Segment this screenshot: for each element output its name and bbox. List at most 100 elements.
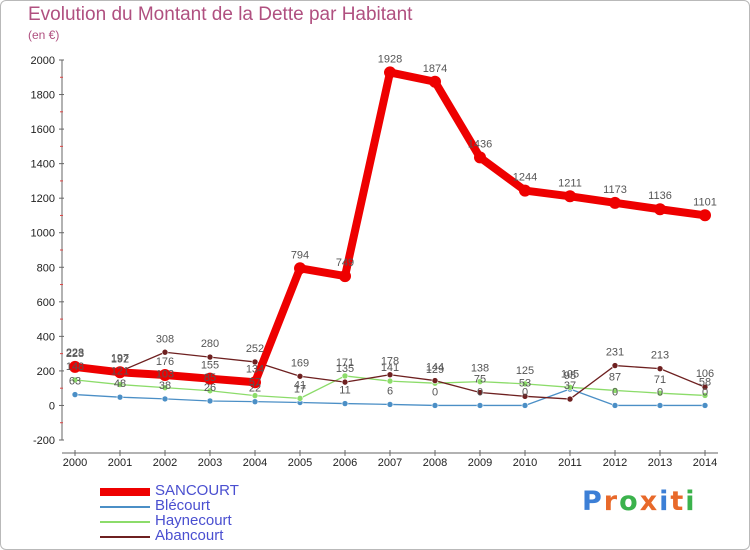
data-label-sancourt: 1436	[468, 138, 492, 150]
data-point-haynecourt	[701, 392, 709, 399]
logo-letter: o	[619, 486, 640, 517]
data-label-blécourt: 0	[657, 386, 663, 398]
data-label-abancourt: 75	[474, 374, 486, 386]
logo-letter: i	[685, 486, 697, 517]
data-label-haynecourt: 121	[111, 366, 129, 378]
y-tick-label: 800	[37, 262, 55, 274]
data-label-haynecourt: 171	[336, 357, 354, 369]
legend-swatch-sancourt	[100, 488, 150, 496]
y-tick-label: 1800	[31, 90, 55, 102]
data-label-haynecourt: 41	[294, 379, 306, 391]
x-tick-label: 2003	[198, 457, 222, 469]
logo-letter: x	[639, 486, 660, 517]
y-tick-label: -200	[33, 435, 55, 447]
data-point-blécourt	[341, 400, 349, 407]
data-point-blécourt	[476, 402, 484, 409]
data-label-blécourt: 17	[294, 384, 306, 396]
data-point-sancourt	[159, 369, 171, 382]
legend-label-abancourt: Abancourt	[155, 527, 224, 544]
data-point-haynecourt	[161, 384, 169, 391]
data-point-blécourt	[611, 402, 619, 409]
x-tick-label: 2006	[333, 457, 357, 469]
data-label-abancourt: 53	[519, 377, 531, 389]
x-tick-label: 2009	[468, 457, 492, 469]
data-label-sancourt: 1928	[378, 53, 402, 65]
data-label-blécourt: 48	[114, 378, 126, 390]
data-label-blécourt: 0	[477, 386, 483, 398]
data-label-sancourt: 1101	[693, 196, 717, 208]
data-point-haynecourt	[116, 381, 124, 388]
y-tick-label: 0	[49, 400, 55, 412]
data-label-abancourt: 252	[246, 343, 264, 355]
data-point-abancourt	[206, 353, 214, 361]
data-label-blécourt: 6	[387, 385, 393, 397]
data-point-blécourt	[206, 397, 214, 405]
data-point-abancourt	[521, 392, 529, 400]
data-label-abancourt: 308	[156, 333, 174, 345]
data-point-sancourt	[114, 366, 126, 379]
data-point-abancourt	[431, 377, 439, 384]
legend-swatch-blecourt	[100, 506, 150, 508]
data-label-sancourt: 794	[291, 249, 309, 261]
data-point-sancourt	[294, 262, 306, 275]
data-point-blécourt	[431, 402, 439, 409]
data-point-haynecourt	[611, 387, 619, 394]
data-label-sancourt: 192	[111, 353, 129, 365]
y-tick-label: 1600	[31, 124, 55, 136]
data-point-abancourt	[296, 372, 304, 380]
data-point-abancourt	[611, 362, 619, 369]
data-label-blécourt: 22	[249, 383, 261, 395]
data-label-haynecourt: 105	[561, 368, 579, 380]
data-label-blécourt: 0	[432, 386, 438, 398]
x-tick-label: 2013	[648, 457, 672, 469]
data-point-sancourt	[519, 184, 531, 197]
data-label-abancourt: 280	[201, 338, 219, 350]
data-label-blécourt: 0	[612, 386, 618, 398]
legend-swatch-haynecourt	[100, 521, 150, 523]
data-point-haynecourt	[656, 389, 664, 397]
data-point-sancourt	[384, 66, 396, 79]
data-label-abancourt: 37	[564, 380, 576, 392]
legend-label-haynecourt: Haynecourt	[155, 512, 232, 529]
data-point-blécourt	[71, 391, 79, 398]
chart-unit-label: (en €)	[28, 28, 60, 42]
data-label-blécourt: 0	[702, 386, 708, 398]
data-label-sancourt: 1244	[513, 172, 537, 184]
data-point-sancourt	[339, 270, 351, 283]
data-point-blécourt	[251, 398, 259, 405]
data-label-abancourt: 231	[606, 347, 624, 359]
x-tick-label: 2014	[693, 457, 717, 469]
data-point-sancourt	[564, 190, 576, 203]
x-tick-label: 2011	[558, 457, 582, 469]
data-label-haynecourt: 148	[66, 361, 84, 373]
data-label-haynecourt: 129	[426, 364, 444, 376]
x-tick-label: 2005	[288, 457, 312, 469]
data-label-haynecourt: 138	[471, 363, 489, 375]
data-point-blécourt	[161, 395, 169, 403]
data-label-blécourt: 0	[522, 386, 528, 398]
legend-label-blecourt: Blécourt	[155, 497, 211, 514]
logo-letter: P	[582, 486, 604, 517]
x-tick-label: 2002	[153, 457, 177, 469]
data-label-sancourt: 1211	[558, 177, 582, 189]
data-label-sancourt: 155	[201, 360, 219, 372]
data-label-sancourt: 176	[156, 356, 174, 368]
data-label-blécourt: 26	[204, 382, 216, 394]
data-point-haynecourt	[386, 377, 394, 385]
y-tick-label: 600	[37, 297, 55, 309]
y-tick-label: 200	[37, 366, 55, 378]
logo-letter: r	[603, 486, 620, 517]
data-label-haynecourt: 85	[204, 372, 216, 384]
data-point-blécourt	[701, 402, 709, 409]
logo-letter: i	[659, 486, 671, 517]
data-point-blécourt	[116, 393, 124, 401]
x-tick-label: 2001	[108, 457, 132, 469]
y-tick-label: 1400	[31, 159, 55, 171]
data-label-haynecourt: 58	[699, 376, 711, 388]
data-label-abancourt: 169	[291, 357, 309, 369]
data-point-haynecourt	[521, 380, 529, 388]
data-point-abancourt	[656, 365, 664, 372]
proxiti-logo: Proxiti	[582, 486, 697, 517]
data-label-sancourt: 1173	[603, 184, 627, 196]
